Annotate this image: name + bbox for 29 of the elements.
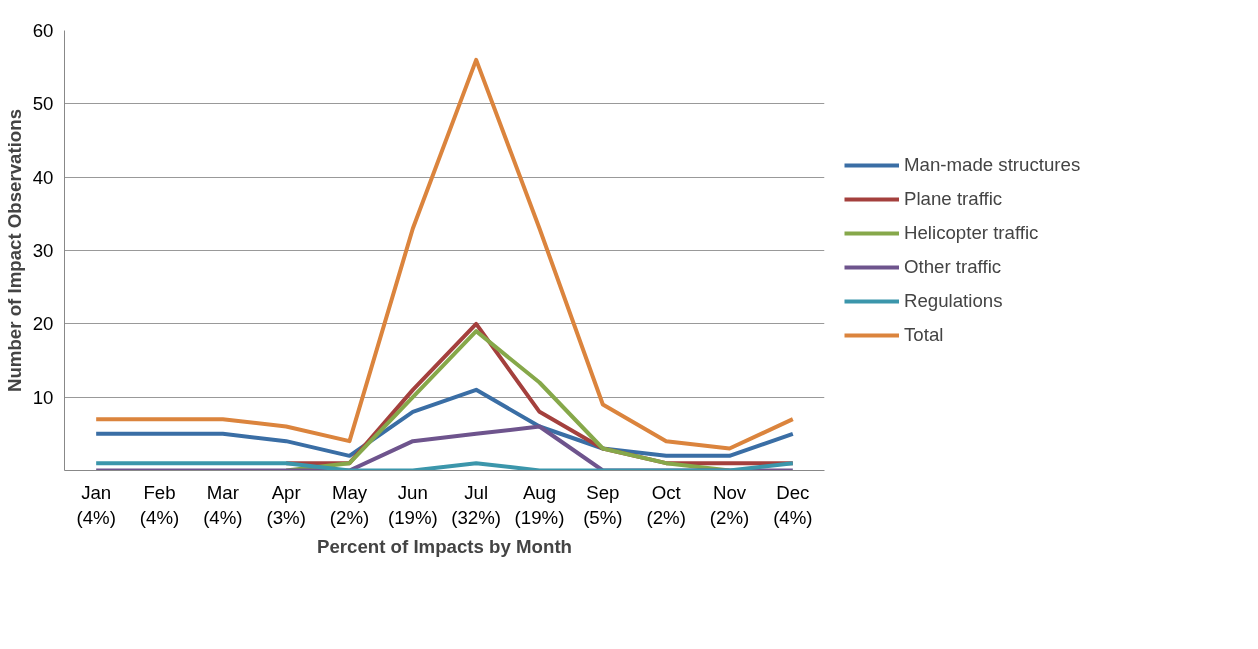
x-tick-label: Mar (4%)	[203, 481, 243, 528]
legend-label: Man-made structures	[904, 154, 1081, 176]
x-tick-label: Apr (3%)	[266, 481, 306, 528]
x-tick-label: Dec (4%)	[773, 481, 813, 528]
legend-label: Plane traffic	[904, 188, 1003, 210]
line-series	[284, 329, 732, 471]
x-tick-label: May (2%)	[329, 481, 370, 528]
y-tick-label: 40	[32, 166, 54, 188]
legend-label: Helicopter traffic	[904, 222, 1039, 244]
legend-label: Regulations	[904, 290, 1003, 312]
y-tick-label: 10	[32, 386, 54, 408]
x-tick-label: Jan (4%)	[76, 481, 116, 528]
x-tick-label: Jul (32%)	[451, 481, 502, 528]
line-series	[94, 57, 795, 451]
y-tick-label: 30	[32, 240, 54, 261]
legend-label: Total	[904, 324, 944, 346]
y-tick-label: 60	[32, 20, 54, 41]
x-tick-label: Nov (2%)	[709, 481, 750, 528]
y-tick-label: 20	[32, 313, 54, 335]
y-axis-title: Number of Impact Observations	[3, 108, 25, 393]
x-tick-label: Oct (2%)	[646, 481, 686, 528]
x-axis-title: Percent of Impacts by Month	[317, 535, 573, 557]
x-tick-label: Sep (5%)	[583, 481, 623, 528]
x-tick-label: Jun (19%)	[387, 481, 438, 528]
x-tick-label: Aug (19%)	[514, 481, 565, 528]
line-series	[94, 387, 795, 458]
legend-label: Other traffic	[904, 256, 1002, 278]
x-tick-label: Feb (4%)	[139, 481, 180, 528]
y-tick-label: 50	[32, 93, 54, 115]
